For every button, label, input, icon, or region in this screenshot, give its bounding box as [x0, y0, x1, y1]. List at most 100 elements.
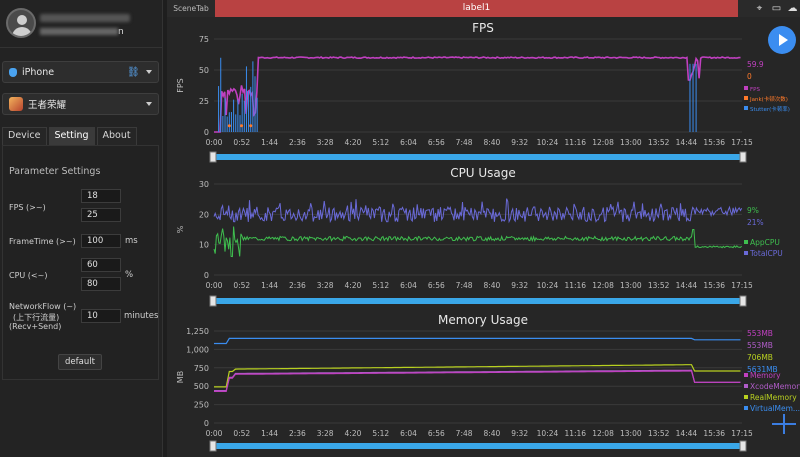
- fps-label: FPS (>~): [9, 203, 46, 212]
- y-tick-label: 500: [194, 382, 209, 391]
- y-tick-label: 30: [199, 180, 209, 189]
- legend-swatch: [744, 406, 748, 410]
- x-tick-label: 13:52: [648, 429, 670, 438]
- game-app-icon: [9, 97, 23, 111]
- x-tick-label: 4:20: [345, 429, 362, 438]
- x-tick-label: 3:28: [317, 281, 334, 290]
- series-current-value: 553MB: [747, 329, 773, 338]
- session-label: label1: [215, 0, 738, 17]
- x-tick-label: 15:36: [703, 281, 725, 290]
- y-tick-label: 50: [199, 66, 209, 75]
- link-icon[interactable]: ⛓: [127, 67, 140, 78]
- add-button[interactable]: [772, 414, 796, 434]
- y-tick-label: 20: [199, 210, 209, 219]
- x-tick-label: 7:48: [456, 138, 473, 147]
- x-tick-label: 0:52: [233, 281, 250, 290]
- x-tick-label: 8:40: [483, 138, 500, 147]
- x-tick-label: 12:08: [592, 138, 614, 147]
- fps-threshold-1-input[interactable]: 18: [81, 189, 121, 203]
- panel-title: Parameter Settings: [9, 166, 101, 177]
- network-sublabel: (上下行流量): [13, 313, 60, 322]
- legend-label: XcodeMemory: [750, 382, 800, 391]
- network-input[interactable]: 10: [81, 309, 121, 323]
- scene-tab[interactable]: SceneTab: [173, 4, 209, 13]
- slider-handle-left: [209, 440, 217, 452]
- x-tick-label: 0:00: [206, 138, 223, 147]
- series-current-value: 9%: [747, 206, 759, 215]
- x-tick-label: 11:16: [564, 138, 586, 147]
- x-tick-label: 13:52: [648, 281, 670, 290]
- x-tick-label: 2:36: [289, 429, 306, 438]
- device-select[interactable]: iPhone ⛓: [2, 61, 159, 83]
- slider-handle-right: [739, 440, 747, 452]
- y-axis-label: FPS: [176, 78, 185, 93]
- legend-swatch: [744, 251, 748, 255]
- series-current-value: 59.9: [747, 60, 764, 69]
- cpu-threshold-1-input[interactable]: 60: [81, 258, 121, 272]
- app-select[interactable]: 王者荣耀: [2, 93, 159, 115]
- frametime-input[interactable]: 100: [81, 234, 121, 248]
- tab-setting[interactable]: Setting: [48, 127, 95, 145]
- y-axis-label: MB: [176, 371, 185, 383]
- avatar[interactable]: [6, 8, 36, 38]
- x-tick-label: 10:24: [537, 281, 559, 290]
- location-pin-icon[interactable]: ⌖: [756, 3, 763, 14]
- x-tick-label: 6:04: [400, 429, 417, 438]
- y-tick-label: 0: [204, 128, 209, 137]
- x-tick-label: 7:48: [456, 429, 473, 438]
- x-tick-label: 13:00: [620, 138, 642, 147]
- x-tick-label: 5:12: [372, 429, 389, 438]
- slider-handle-left: [209, 151, 217, 163]
- x-tick-label: 9:32: [511, 281, 528, 290]
- legend-swatch: [744, 373, 748, 377]
- y-tick-label: 1,000: [186, 345, 209, 354]
- profile-header: n: [0, 0, 162, 48]
- x-tick-label: 13:52: [648, 138, 670, 147]
- charts-area: FPS 75 50 25 0 FPS 0:00 0:52 1:44 2:36 3:28 4:20 5:1…: [167, 17, 800, 457]
- series-current-value: 5631MB: [747, 365, 778, 374]
- x-tick-label: 6:56: [428, 138, 445, 147]
- default-button[interactable]: default: [58, 354, 102, 370]
- x-tick-label: 6:56: [428, 429, 445, 438]
- x-tick-label: 3:28: [317, 138, 334, 147]
- network-label: NetworkFlow (~): [9, 302, 77, 311]
- cloud-icon[interactable]: ☁: [787, 3, 798, 14]
- totalcpu-series-line: [213, 198, 743, 224]
- network-unit: minutes: [124, 311, 159, 321]
- x-tick-label: 5:12: [372, 281, 389, 290]
- top-bar: SceneTab label1 ⌖ ▭ ☁: [167, 0, 800, 17]
- x-tick-label: 14:44: [676, 138, 698, 147]
- app-select-value: 王者荣耀: [28, 100, 67, 111]
- x-tick-label: 13:00: [620, 281, 642, 290]
- legend-label: RealMemory: [750, 393, 797, 402]
- legend-swatch: [744, 384, 748, 388]
- memory-series-line: [214, 337, 741, 345]
- series-current-value: 706MB: [747, 353, 773, 362]
- x-tick-label: 11:16: [564, 281, 586, 290]
- apple-icon: [9, 67, 17, 77]
- legend-label: TotalCPU: [749, 249, 783, 258]
- jank-marker: [240, 124, 244, 128]
- tab-device[interactable]: Device: [2, 127, 47, 145]
- x-tick-label: 7:48: [456, 281, 473, 290]
- cpu-unit: %: [125, 270, 134, 280]
- x-tick-label: 1:44: [261, 429, 278, 438]
- x-tick-label: 11:16: [564, 429, 586, 438]
- x-tick-label: 3:28: [317, 429, 334, 438]
- profile-id: n: [40, 27, 124, 37]
- frametime-label: FrameTime (>~): [9, 237, 76, 246]
- fps-threshold-2-input[interactable]: 25: [81, 208, 121, 222]
- memory-series-line: [214, 364, 741, 388]
- time-range-slider: [212, 443, 744, 449]
- cpu-label: CPU (<~): [9, 271, 48, 280]
- tab-about[interactable]: About: [96, 127, 137, 145]
- play-button[interactable]: [768, 26, 796, 54]
- folder-icon[interactable]: ▭: [771, 3, 782, 14]
- y-tick-label: 75: [199, 35, 209, 44]
- cpu-threshold-2-input[interactable]: 80: [81, 277, 121, 291]
- legend-label: Stutter(卡顿率): [750, 105, 790, 113]
- x-tick-label: 15:36: [703, 138, 725, 147]
- legend-label: VirtualMem...: [750, 404, 800, 413]
- x-tick-label: 5:12: [372, 138, 389, 147]
